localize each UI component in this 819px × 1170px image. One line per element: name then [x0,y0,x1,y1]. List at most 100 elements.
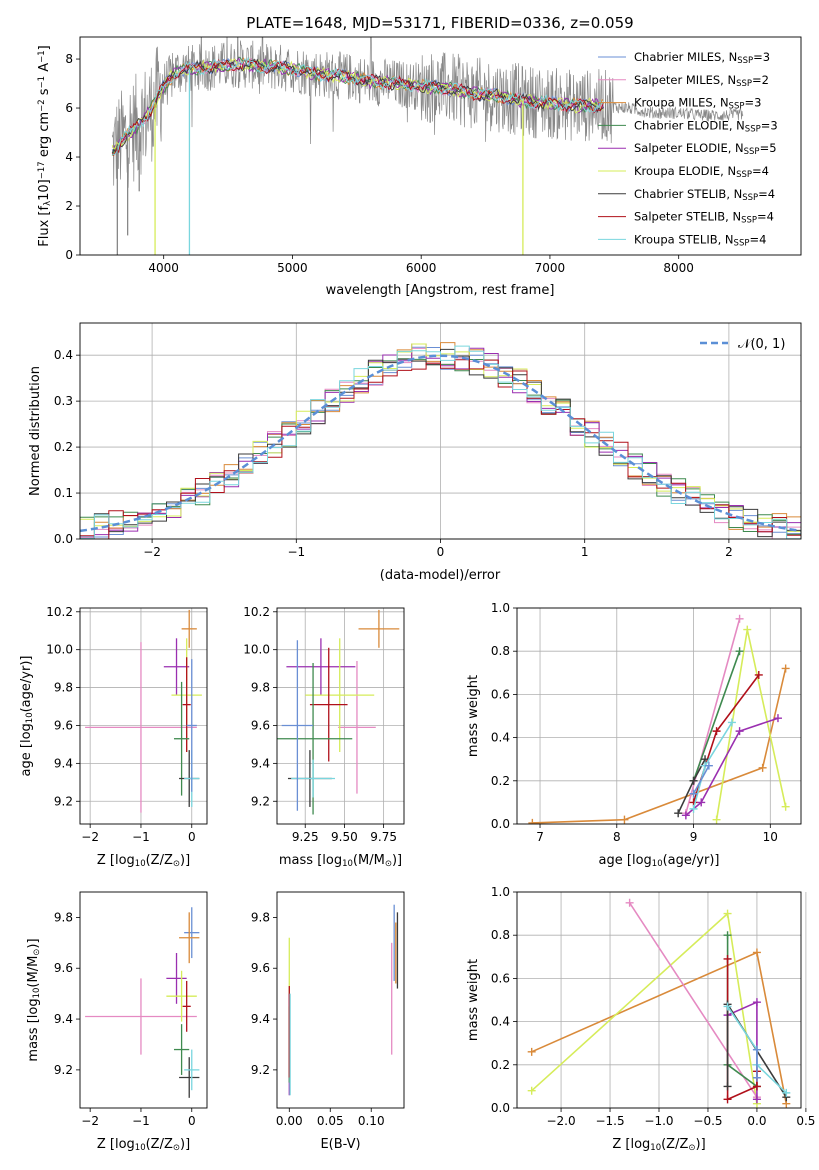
weight-line [628,902,758,1098]
legend-entry: Kroupa ELODIE, NSSP=4 [634,164,769,180]
y-tick-label: 9.8 [54,910,73,924]
axes-frame [276,607,405,825]
y-tick-label: 9.2 [54,794,73,808]
x-tick-label: −1 [132,1114,150,1128]
legend-entry: Kroupa STELIB, NSSP=4 [634,232,766,248]
weight-marker [697,798,706,807]
weight-marker [752,1073,761,1082]
axes-residuals: −2 −1 0 1 2 0.0 0.1 0.2 0.3 0.4 (data-model)/error… [28,322,802,583]
x-tick-label: 10 [763,830,778,844]
y-tick-label: 0.4 [491,1015,510,1029]
weight-marker [723,1002,732,1011]
error-point [184,1049,200,1091]
error-point [291,759,336,798]
y-tick-label: 0.2 [54,440,73,454]
y-tick-label: 1.0 [491,885,510,899]
weight-marker [752,948,761,957]
weight-marker [723,1082,732,1091]
y-tick-label: 9.2 [54,1063,73,1077]
plot-area [527,898,791,1108]
weight-marker [752,998,761,1007]
weight-line [531,912,758,1104]
weight-line [532,668,787,824]
x-tick-label: 0.0 [747,1114,766,1128]
error-point [163,638,190,696]
y-tick-label: 0.2 [491,1058,510,1072]
y-tick-label: 0.6 [491,687,510,701]
y-axis-label: Flux [fλ10]−17 erg cm−2 s−1 A−1] [37,45,53,246]
axes-frame [516,607,802,825]
x-tick-label: −0.5 [693,1114,722,1128]
error-point [85,978,197,1055]
weight-marker [782,1088,791,1097]
weight-marker [773,714,782,723]
weight-marker [743,625,752,634]
weight-line [727,1000,758,1100]
legend: Chabrier MILES, NSSP=3 Salpeter MILES, NS… [598,50,778,249]
legend: 𝒩(0, 1) [700,337,785,352]
x-axis-label: E(B-V) [320,1137,360,1152]
error-point [173,681,190,796]
weight-marker [625,898,634,907]
x-tick-label: 7000 [535,261,566,275]
weight-marker [689,789,698,798]
x-tick-label: −1.5 [595,1114,624,1128]
x-tick-label: 9 [690,830,698,844]
legend-entry: Salpeter MILES, NSSP=2 [634,73,769,89]
x-tick-label: 9.25 [292,830,319,844]
axes-age_vs_mass: 9.25 9.50 9.75 9.2 9.4 9.6 9.8 10.0 10.2 mass [lo… [243,605,405,869]
error-point [182,980,191,1032]
error-point [186,659,197,792]
x-tick-label: −2 [143,545,161,559]
y-tick-label: 0.4 [491,731,510,745]
plot-area [277,609,400,815]
x-tick-label: 8000 [663,261,694,275]
y-axis-label: Normed distribution [28,366,43,496]
legend-entry: Kroupa MILES, NSSP=3 [634,96,761,112]
plot-area [528,614,790,824]
y-tick-label: 9.4 [54,1012,73,1026]
y-tick-label: 9.8 [251,910,270,924]
y-tick-label: 0.1 [54,486,73,500]
weight-line [692,765,710,795]
y-tick-label: 10.2 [46,605,73,619]
x-tick-label: 0 [437,545,445,559]
x-axis-label: mass [log10(M/M⊙)] [279,853,402,869]
axes-weight_vs_age: 7 8 9 10 0.0 0.2 0.4 0.6 0.8 1.0 age [log10(age/yr… [466,601,802,869]
y-tick-label: 10.0 [243,643,270,657]
weight-marker [723,1095,732,1104]
x-tick-label: 0.5 [796,1114,815,1128]
x-tick-label: −1.0 [644,1114,673,1128]
x-axis-label: wavelength [Angstrom, rest frame] [326,283,555,298]
weight-marker [620,815,629,824]
figure-title: PLATE=1648, MJD=53171, FIBERID=0336, z=0… [246,14,633,32]
weight-marker [712,727,721,736]
x-tick-label: 0 [188,830,196,844]
x-tick-label: 1 [581,545,589,559]
y-tick-label: 8 [65,52,73,66]
weight-marker [674,809,683,818]
legend-entry: 𝒩(0, 1) [738,337,785,352]
y-tick-label: 0.8 [491,928,510,942]
y-tick-label: 9.6 [54,718,73,732]
model-spectrum [112,56,604,155]
error-point [173,1024,190,1075]
weight-marker [689,776,698,785]
axes-age_vs_Z: −2 −1 0 9.2 9.4 9.6 9.8 10.0 10.2 Z [log10(Z/Z⊙)]… [19,605,208,869]
weight-marker [723,931,732,940]
weight-marker [752,1095,761,1104]
x-tick-label: 9.50 [331,830,358,844]
legend-entry: Chabrier STELIB, NSSP=4 [634,187,775,203]
weight-line [715,629,787,820]
weight-marker [781,802,790,811]
weight-marker [727,718,736,727]
plot-area [111,37,744,255]
legend-entry: Chabrier ELODIE, NSSP=3 [634,118,778,134]
axes-mass_vs_ebv: 0.00 0.05 0.10 9.2 9.4 9.6 9.8 E(B-V) [251,891,405,1152]
y-axis-label: mass weight [466,959,481,1041]
y-tick-label: 6 [65,101,73,115]
y-tick-label: 9.6 [54,961,73,975]
axes-frame [276,891,405,1109]
weight-marker [781,664,790,673]
